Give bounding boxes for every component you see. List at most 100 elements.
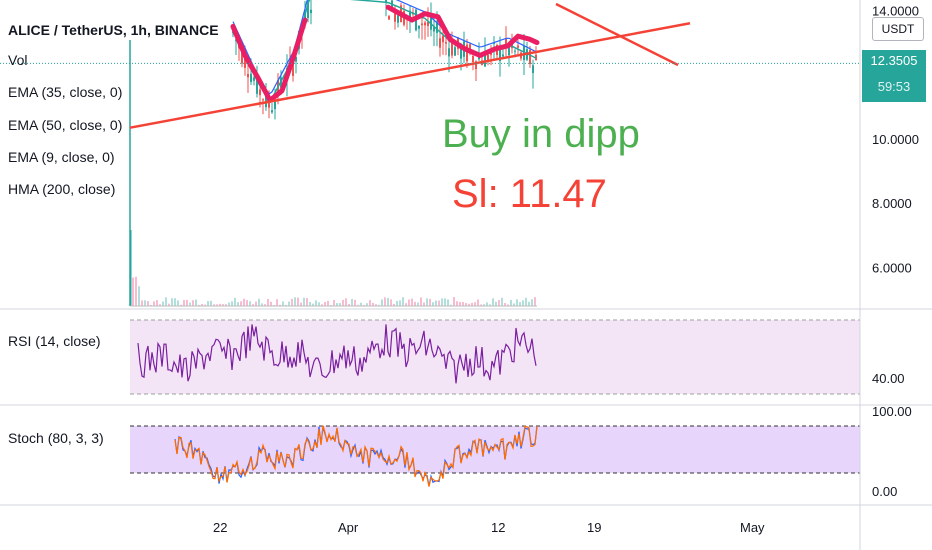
candle-body xyxy=(472,56,474,63)
candle-body xyxy=(445,42,447,44)
volume-bar xyxy=(516,299,518,306)
volume-bar xyxy=(216,304,218,306)
volume-bar xyxy=(141,300,143,306)
volume-bar xyxy=(219,303,221,306)
volume-bar xyxy=(222,304,224,306)
volume-bar xyxy=(186,299,188,306)
candle-body xyxy=(310,9,312,14)
time-label-22: 22 xyxy=(213,520,227,535)
candle-body xyxy=(385,0,387,3)
volume-bar xyxy=(360,302,362,306)
volume-bar xyxy=(447,299,449,306)
volume-bar xyxy=(309,301,311,306)
stoch-d-line xyxy=(174,425,538,487)
volume-bar xyxy=(231,301,233,306)
volume-bar xyxy=(366,303,368,306)
candle-body xyxy=(421,23,423,26)
currency-unit-button[interactable]: USDT xyxy=(872,17,924,41)
volume-bar xyxy=(327,300,329,306)
volume-bar xyxy=(138,286,140,306)
volume-bar xyxy=(315,300,317,306)
volume-bar xyxy=(348,303,350,306)
volume-bar xyxy=(477,299,479,306)
candle-body xyxy=(274,99,276,110)
candle-body xyxy=(502,54,504,57)
candle-body xyxy=(307,0,309,19)
candle-body xyxy=(499,45,501,62)
stoch-tick-100: 100.00 xyxy=(872,404,912,419)
volume-bar xyxy=(363,304,365,306)
volume-bar xyxy=(450,304,452,306)
volume-bar xyxy=(483,304,485,306)
stoch-label[interactable]: Stoch (80, 3, 3) xyxy=(8,430,104,446)
volume-bar xyxy=(312,303,314,306)
volume-bar xyxy=(279,304,281,306)
volume-bar xyxy=(462,302,464,306)
legend-ema-9[interactable]: EMA (9, close, 0) xyxy=(8,149,115,165)
volume-bar xyxy=(234,297,236,306)
volume-bars xyxy=(132,276,536,306)
candle-body xyxy=(454,47,456,56)
candle-body xyxy=(268,102,270,108)
rsi-label[interactable]: RSI (14, close) xyxy=(8,333,101,349)
candle-body xyxy=(292,62,294,76)
volume-bar xyxy=(393,303,395,306)
legend-ema-35[interactable]: EMA (35, close, 0) xyxy=(8,84,123,100)
time-label-12: 12 xyxy=(491,520,505,535)
volume-bar xyxy=(513,303,515,306)
volume-bar xyxy=(405,303,407,306)
legend-ema-50[interactable]: EMA (50, close, 0) xyxy=(8,117,123,133)
candle-body xyxy=(241,48,243,64)
countdown-badge: 59:53 xyxy=(862,72,926,102)
volume-bar xyxy=(276,299,278,306)
time-label-apr: Apr xyxy=(338,520,359,535)
volume-bar xyxy=(174,298,176,306)
candle-body xyxy=(244,54,246,68)
volume-bar xyxy=(426,298,428,306)
volume-bar xyxy=(414,301,416,306)
volume-bar xyxy=(144,300,146,306)
volume-bar xyxy=(165,297,167,306)
candle-body xyxy=(442,35,444,43)
volume-bar xyxy=(195,299,197,306)
candle-body xyxy=(448,48,450,57)
volume-bar xyxy=(183,300,185,306)
candle-body xyxy=(265,90,267,108)
candle-body xyxy=(514,50,516,52)
candle-body xyxy=(427,21,429,27)
rsi-line xyxy=(137,324,537,384)
current-price-badge: 12.3505 xyxy=(862,50,926,72)
volume-bar xyxy=(504,303,506,306)
candle-body xyxy=(433,26,435,32)
symbol-title[interactable]: ALICE / TetherUS, 1h, BINANCE xyxy=(8,22,219,38)
legend-vol[interactable]: Vol xyxy=(8,52,28,68)
volume-bar xyxy=(372,302,374,306)
volume-bar xyxy=(201,304,203,306)
candle-body xyxy=(460,46,462,59)
volume-bar xyxy=(282,301,284,306)
volume-bar xyxy=(321,304,323,306)
volume-bar xyxy=(501,297,503,306)
trendline[interactable] xyxy=(555,2,679,67)
volume-bar xyxy=(423,302,425,306)
volume-bar xyxy=(204,304,206,306)
volume-bar xyxy=(381,299,383,306)
candle-body xyxy=(259,89,261,96)
trendlines[interactable] xyxy=(129,2,691,129)
candle-body xyxy=(262,99,264,101)
buy-annotation[interactable]: Buy in dipp xyxy=(442,112,640,156)
volume-bar xyxy=(456,301,458,306)
trendline[interactable] xyxy=(129,22,691,129)
volume-bar xyxy=(147,301,149,306)
volume-bar xyxy=(495,301,497,306)
sl-annotation[interactable]: Sl: 11.47 xyxy=(452,172,607,216)
volume-bar xyxy=(438,300,440,306)
volume-bar xyxy=(306,298,308,306)
volume-bar xyxy=(528,301,530,306)
candle-body xyxy=(256,72,258,94)
candle-body xyxy=(451,42,453,56)
volume-bar xyxy=(417,302,419,306)
candle-body xyxy=(484,51,486,67)
legend-hma-200[interactable]: HMA (200, close) xyxy=(8,181,116,197)
